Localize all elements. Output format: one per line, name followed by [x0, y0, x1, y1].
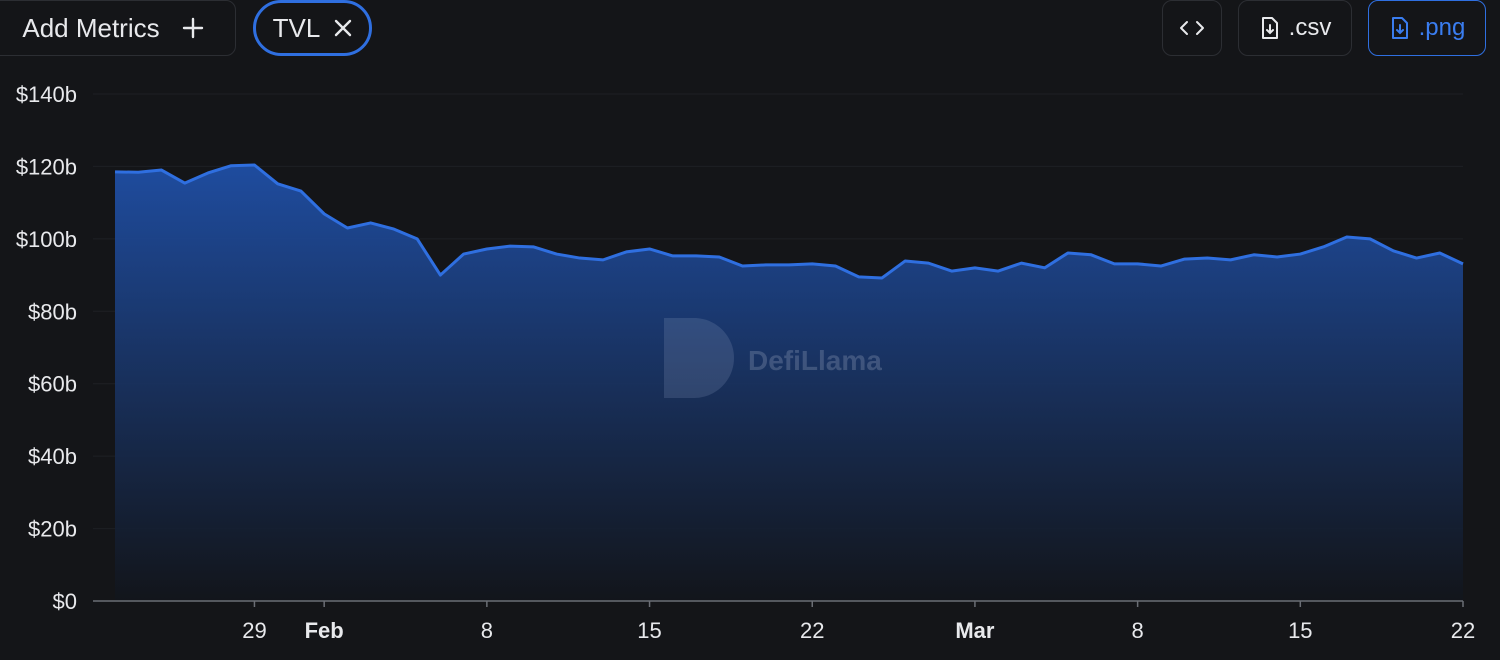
metric-chip[interactable]: TVL	[253, 0, 372, 56]
y-tick-label: $20b	[28, 517, 77, 542]
x-tick-label: 22	[800, 618, 824, 643]
x-tick-label: 29	[242, 618, 266, 643]
y-tick-label: $140b	[16, 82, 77, 107]
embed-button[interactable]	[1162, 0, 1222, 56]
x-tick-label: Feb	[305, 618, 344, 643]
y-tick-label: $40b	[28, 444, 77, 469]
csv-label: .csv	[1288, 14, 1332, 41]
png-button[interactable]: .png	[1368, 0, 1486, 56]
watermark-text: DefiLlama	[748, 345, 882, 376]
chart: $0 $20b $40b $60b $80b $100b $120b $140b DefiLl…	[16, 82, 1475, 643]
area	[115, 164, 1463, 602]
file-icon	[1391, 17, 1408, 39]
x-tick-label: 15	[1288, 618, 1312, 643]
y-tick-label: $120b	[16, 154, 77, 179]
code-icon	[1180, 21, 1204, 35]
y-tick-label: $60b	[28, 372, 77, 397]
metric-label: TVL	[272, 12, 321, 43]
y-tick-label: $0	[53, 589, 77, 614]
x-tick-label: 8	[481, 618, 493, 643]
x-tick-label: 8	[1131, 618, 1143, 643]
add-metrics-label: Add Metrics	[22, 12, 160, 43]
close-icon	[335, 19, 352, 37]
y-tick-label: $80b	[28, 299, 77, 324]
x-tick-label: 15	[637, 618, 661, 643]
plus-icon	[182, 17, 203, 39]
watermark: DefiLlama	[664, 318, 882, 398]
y-tick-label: $100b	[16, 227, 77, 252]
png-label: .png	[1418, 14, 1466, 41]
file-icon	[1261, 17, 1278, 39]
line	[114, 163, 1464, 280]
csv-button[interactable]: .csv	[1238, 0, 1352, 56]
x-tick-label: 22	[1451, 618, 1475, 643]
x-tick-label: Mar	[955, 618, 995, 643]
add-metrics-button[interactable]: Add Metrics	[0, 0, 236, 56]
